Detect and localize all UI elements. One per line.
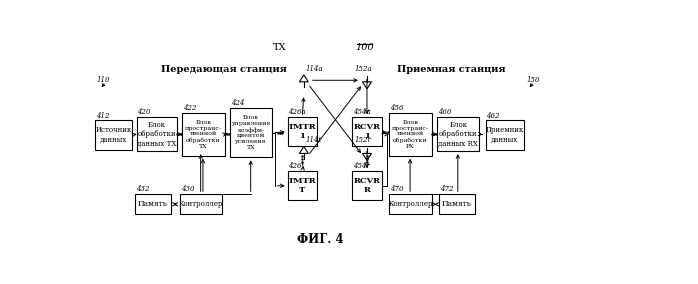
Text: Контроллер: Контроллер — [388, 200, 433, 208]
Text: 420: 420 — [138, 108, 151, 116]
Text: RCVR
1: RCVR 1 — [353, 123, 380, 141]
Bar — [180, 194, 222, 214]
Text: Блок
обработки
данных ТХ: Блок обработки данных ТХ — [137, 121, 177, 147]
Text: 426t: 426t — [288, 162, 305, 170]
Text: 472: 472 — [440, 185, 454, 193]
Bar — [288, 171, 317, 201]
Text: Приемник
данных: Приемник данных — [486, 126, 524, 143]
Text: 454r: 454r — [353, 162, 370, 170]
Bar — [135, 194, 170, 214]
Text: Блок
обработки
данных RX: Блок обработки данных RX — [438, 121, 478, 147]
Text: Блок
пространс-
твенной
обработки
РХ: Блок пространс- твенной обработки РХ — [392, 120, 429, 149]
Bar — [288, 117, 317, 147]
Text: 456: 456 — [390, 104, 403, 112]
Text: Контроллер: Контроллер — [179, 200, 223, 208]
Text: 430: 430 — [181, 185, 194, 193]
Text: RCVR
R: RCVR R — [353, 177, 380, 194]
Text: 114t: 114t — [305, 136, 322, 144]
Text: Память: Память — [442, 200, 472, 208]
Text: 432: 432 — [136, 185, 149, 193]
Text: 150: 150 — [526, 76, 540, 84]
Bar — [352, 171, 382, 201]
Bar — [182, 113, 225, 156]
Text: TMTR
1: TMTR 1 — [288, 123, 317, 141]
Text: 100: 100 — [355, 43, 374, 52]
Text: 412: 412 — [96, 112, 110, 120]
Bar — [389, 194, 431, 214]
Text: 152r: 152r — [355, 136, 371, 144]
Text: Передающая станция: Передающая станция — [161, 65, 287, 74]
Text: 424: 424 — [230, 99, 244, 107]
Bar — [439, 194, 475, 214]
Text: 422: 422 — [183, 104, 196, 112]
Text: 152a: 152a — [355, 64, 372, 73]
Bar — [486, 120, 524, 150]
Text: TMTR
T: TMTR T — [288, 177, 317, 194]
Text: TX: TX — [273, 43, 287, 52]
Bar — [437, 117, 480, 151]
Text: 454a: 454a — [353, 108, 371, 116]
Bar — [352, 117, 382, 147]
Text: 110: 110 — [97, 76, 110, 84]
Text: Память: Память — [138, 200, 168, 208]
Bar — [137, 117, 177, 151]
Text: 460: 460 — [438, 108, 452, 116]
Bar — [95, 120, 132, 150]
Text: 470: 470 — [390, 185, 403, 193]
Text: Источник
данных: Источник данных — [96, 126, 132, 143]
Text: 426a: 426a — [288, 108, 306, 116]
Bar — [389, 113, 431, 156]
Text: Блок
управления
коэффи-
циентом
усиления
ТХ: Блок управления коэффи- циентом усиления… — [232, 115, 271, 150]
Text: 462: 462 — [487, 112, 500, 120]
Text: 114a: 114a — [305, 64, 323, 73]
Bar — [230, 108, 272, 157]
Text: ФИГ. 4: ФИГ. 4 — [297, 233, 343, 246]
Text: Блок
пространс-
твенной
обработки
ТХ: Блок пространс- твенной обработки ТХ — [185, 120, 222, 149]
Text: Приемная станция: Приемная станция — [396, 65, 505, 74]
